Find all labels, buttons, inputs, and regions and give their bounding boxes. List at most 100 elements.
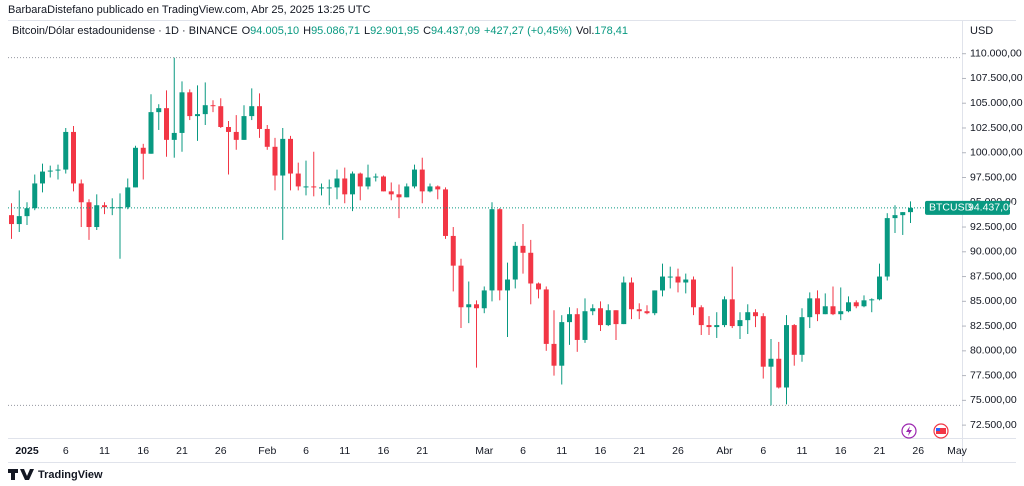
candle-body xyxy=(644,311,650,314)
x-tick-label: 26 xyxy=(912,445,924,457)
x-tick-label: 21 xyxy=(176,445,188,457)
x-tick-label: 6 xyxy=(63,445,69,457)
candle-body xyxy=(722,299,727,326)
candle-body xyxy=(257,106,262,129)
brand-label: TradingView xyxy=(38,469,103,481)
candle-body xyxy=(559,322,565,366)
candle-body xyxy=(94,205,100,228)
candle-body xyxy=(853,302,859,307)
candle-body xyxy=(629,282,634,310)
candle-body xyxy=(148,112,154,154)
legend-value: 94.005,10 xyxy=(250,25,299,37)
candle-body xyxy=(357,173,363,187)
candle-body xyxy=(32,183,38,209)
candle-body xyxy=(838,311,844,315)
candle-body xyxy=(691,279,696,308)
x-tick-label: 21 xyxy=(633,445,645,457)
candle-body xyxy=(869,299,875,301)
candle-body xyxy=(474,304,479,309)
legend-key: H xyxy=(303,25,311,37)
candle-body xyxy=(63,131,69,170)
y-tick-label: 110.000,00 xyxy=(970,47,1022,59)
candle-body xyxy=(249,106,255,117)
candle-body xyxy=(133,147,138,188)
candle-body xyxy=(319,187,324,189)
candle-body xyxy=(892,215,898,219)
candle-body xyxy=(195,114,200,117)
candle-body xyxy=(264,128,270,147)
candle-body xyxy=(210,105,216,107)
candle-body xyxy=(350,173,355,195)
candle-body xyxy=(311,186,317,188)
candle-body xyxy=(140,147,146,154)
candle-body xyxy=(334,178,340,188)
y-tick-label: 82.500,00 xyxy=(970,320,1017,332)
legend-key: L xyxy=(364,25,370,37)
x-tick-label: 6 xyxy=(303,445,309,457)
x-tick-label: 11 xyxy=(556,445,567,457)
candle-body xyxy=(71,131,76,184)
last-price-label: 94.437,09 xyxy=(968,202,1015,214)
candle-body xyxy=(590,308,596,312)
candle-body xyxy=(551,343,557,366)
candle-body xyxy=(861,300,867,307)
candle-body xyxy=(303,186,309,188)
candle-body xyxy=(179,92,185,133)
y-tick-label: 77.500,00 xyxy=(970,369,1017,381)
x-tick-label: 16 xyxy=(595,445,607,457)
candle-body xyxy=(714,325,720,328)
candle-body xyxy=(745,312,751,321)
candle-body xyxy=(512,245,518,280)
candle-body xyxy=(381,176,386,192)
candle-body xyxy=(505,279,510,291)
candle-body xyxy=(520,245,526,253)
legend-volume: 178,41 xyxy=(594,25,628,37)
candle-body xyxy=(582,311,588,340)
x-tick-label: 26 xyxy=(215,445,227,457)
x-tick-label: 26 xyxy=(672,445,684,457)
candle-body xyxy=(636,309,642,312)
candle-body xyxy=(489,209,495,291)
x-tick-label: 16 xyxy=(137,445,149,457)
candle-body xyxy=(543,289,549,344)
candle-body xyxy=(497,209,503,291)
candle-body xyxy=(660,276,665,291)
candle-body xyxy=(280,138,286,176)
candle-body xyxy=(125,187,131,208)
candle-body xyxy=(388,191,394,195)
candle-body xyxy=(295,173,301,187)
candle-body xyxy=(667,276,673,278)
y-tick-label: 97.500,00 xyxy=(970,171,1017,183)
candle-body xyxy=(187,92,193,117)
candle-body xyxy=(621,282,627,325)
candle-body xyxy=(47,170,53,172)
y-tick-label: 100.000,00 xyxy=(970,147,1023,159)
tradingview-logo xyxy=(8,469,34,480)
x-tick-label: 11 xyxy=(99,445,110,457)
candle-body xyxy=(598,308,603,326)
candle-body xyxy=(218,106,224,127)
x-tick-label: 2025 xyxy=(15,445,39,457)
currency-label: USD xyxy=(970,25,993,37)
candle-body xyxy=(729,299,735,327)
legend-symbol: Bitcoin/Dólar estadounidense · 1D · BINA… xyxy=(12,25,238,37)
candle-body xyxy=(40,171,45,184)
candle-body xyxy=(528,252,534,284)
candle-body xyxy=(435,186,441,190)
event-icon-bolt xyxy=(906,426,912,436)
candle-body xyxy=(326,187,332,189)
x-tick-label: 16 xyxy=(835,445,847,457)
y-tick-label: 107.500,00 xyxy=(970,72,1023,84)
candle-body xyxy=(102,205,107,208)
candle-body xyxy=(365,177,371,187)
candle-body xyxy=(156,108,162,113)
candle-body xyxy=(877,276,882,300)
candle-body xyxy=(272,146,278,176)
x-tick-label: 6 xyxy=(520,445,526,457)
candle-body xyxy=(55,169,61,171)
candle-body xyxy=(706,325,712,328)
y-tick-label: 85.000,00 xyxy=(970,295,1017,307)
x-tick-label: 6 xyxy=(760,445,766,457)
